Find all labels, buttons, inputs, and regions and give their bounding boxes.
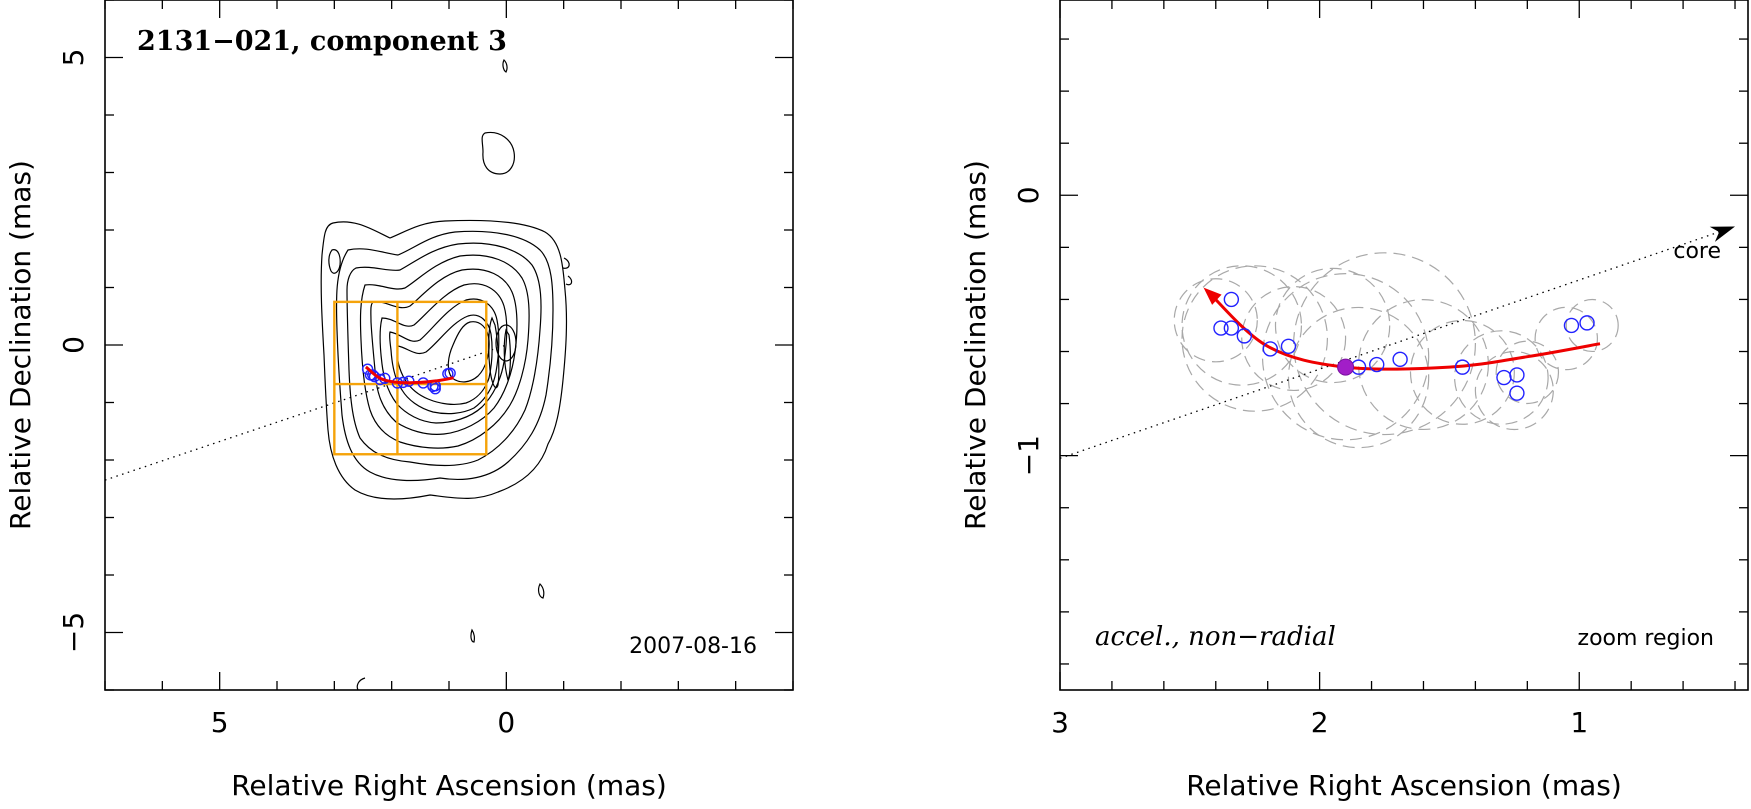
- component-size-circle: [1454, 330, 1549, 425]
- contour-6: [379, 283, 508, 424]
- epoch-marker: [1563, 317, 1580, 334]
- left-y-tick-label: −5: [57, 612, 90, 653]
- source-contours: [320, 58, 573, 690]
- observation-date: 2007-08-16: [629, 634, 757, 659]
- component-size-circle: [1241, 285, 1347, 392]
- trajectory-arrow-icon: [1203, 287, 1222, 305]
- epoch-marker: [1454, 359, 1471, 375]
- right-x-tick-label: 3: [1051, 706, 1069, 739]
- right-panel: 3 2 1 0 −1 core accel., non−radial zoom regi…: [959, 0, 1749, 802]
- right-plot-area: [1060, 225, 1736, 459]
- contour-blob-e1: [562, 257, 573, 286]
- component-size-circle: [1565, 298, 1619, 353]
- left-plot-frame: [104, 0, 794, 691]
- component-size-circle: [1181, 265, 1329, 412]
- core-arrow-icon: [1709, 226, 1736, 242]
- contour-8: [396, 314, 493, 405]
- right-plot-frame: [1059, 0, 1749, 691]
- contour-blob-s1: [537, 582, 545, 599]
- epoch-marker: [1280, 338, 1297, 355]
- epoch-marker: [1223, 291, 1240, 308]
- component-size-circle: [1534, 306, 1599, 371]
- component-size-circle: [1261, 273, 1430, 441]
- component-size-circle: [1495, 340, 1560, 405]
- contour-1: [320, 219, 568, 500]
- core-direction-line: [1060, 225, 1736, 459]
- epoch-marker: [1496, 369, 1512, 386]
- component-size-circles: [1173, 252, 1619, 449]
- left-tick-labels: 5 0 5 0 −5: [57, 49, 515, 739]
- right-y-tick-label: −1: [1012, 435, 1045, 476]
- component-size-circle: [1357, 299, 1489, 431]
- epoch-marker: [1509, 385, 1525, 401]
- component-size-circle: [1173, 278, 1258, 363]
- contour-7: [388, 298, 500, 415]
- contour-9: [447, 321, 490, 383]
- contour-blob-s3: [356, 677, 366, 690]
- component-size-circle: [1274, 267, 1391, 384]
- epoch-marker: [1369, 356, 1385, 373]
- epoch-marker: [1262, 341, 1278, 357]
- left-y-tick-label: 0: [57, 336, 90, 354]
- reference-epoch-marker: [1337, 358, 1355, 376]
- component-size-circle: [1181, 265, 1303, 386]
- right-y-tick-label: 0: [1012, 186, 1045, 204]
- contour-core: [495, 324, 517, 362]
- epoch-positions: [1213, 291, 1595, 401]
- zoom-box-outline: [333, 300, 488, 456]
- core-direction-line: [105, 344, 507, 481]
- left-x-tick-label: 5: [211, 706, 229, 739]
- left-y-axis-label: Relative Declination (mas): [4, 160, 37, 530]
- epoch-marker: [429, 383, 441, 395]
- epoch-marker: [1223, 320, 1240, 336]
- epoch-marker: [1509, 367, 1525, 383]
- left-axis-ticks: [104, 0, 794, 691]
- epoch-marker: [1213, 320, 1229, 336]
- right-axis-ticks: [1059, 0, 1748, 690]
- contour-3: [346, 242, 542, 467]
- epoch-marker: [1579, 315, 1595, 331]
- trajectory-curve: [364, 365, 454, 385]
- contour-blob-s2: [470, 628, 475, 643]
- left-plot-area: [105, 58, 573, 690]
- left-panel: 5 0 5 0 −5: [4, 0, 794, 802]
- motion-type-label: accel., non−radial: [1095, 622, 1336, 652]
- contour-blob-top: [502, 58, 508, 73]
- core-label: core: [1673, 239, 1721, 264]
- epoch-marker: [1236, 328, 1253, 344]
- right-tick-labels: 3 2 1 0 −1: [1012, 186, 1588, 739]
- contour-blob-ne: [481, 131, 515, 175]
- right-y-axis-label: Relative Declination (mas): [959, 160, 992, 530]
- contour-5: [370, 268, 518, 435]
- left-chart-title: 2131−021, component 3: [137, 26, 507, 57]
- zoom-region-label: zoom region: [1578, 626, 1714, 651]
- contour-4: [359, 254, 530, 449]
- component-size-circle: [1287, 306, 1430, 449]
- contour-2: [335, 230, 554, 482]
- component-size-circle: [1293, 252, 1476, 436]
- right-x-tick-label: 2: [1311, 706, 1329, 739]
- epoch-marker: [1392, 351, 1408, 368]
- left-y-tick-label: 5: [57, 49, 90, 67]
- left-x-axis-label: Relative Right Ascension (mas): [231, 769, 667, 802]
- contour-blob-west: [328, 249, 341, 274]
- left-x-tick-label: 0: [497, 706, 515, 739]
- trajectory-curve: [1206, 290, 1601, 371]
- right-x-axis-label: Relative Right Ascension (mas): [1186, 769, 1622, 802]
- right-x-tick-label: 1: [1570, 706, 1588, 739]
- component-size-circle: [1409, 319, 1515, 425]
